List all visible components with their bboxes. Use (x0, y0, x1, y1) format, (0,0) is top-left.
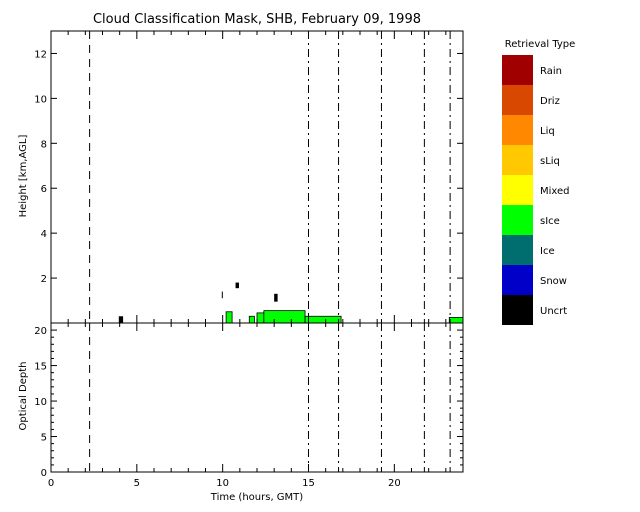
x-tick-label: 5 (134, 478, 140, 489)
legend-label-rain: Rain (540, 66, 562, 77)
legend-title: Retrieval Type (505, 39, 576, 50)
legend-label-liq: Liq (540, 126, 555, 137)
legend-label-snow: Snow (540, 276, 567, 287)
y-tick-label: 6 (41, 184, 47, 195)
y-axis-label-optical-depth: Optical Depth (18, 362, 29, 431)
chart-title: Cloud Classification Mask, SHB, February… (93, 12, 421, 27)
vertical-markers (89, 31, 451, 323)
optical-depth-panel: Optical Depth 0 5 10 15 20 0 5 10 15 20 Time (hou… (18, 322, 464, 503)
y-axis-ticks: 2 4 6 8 10 12 (34, 31, 463, 323)
x-tick-label: 15 (302, 478, 315, 489)
cloud-mask-panel: Height [km,AGL] 2 4 6 8 10 12 (18, 30, 464, 324)
legend-label-ice: Ice (540, 246, 555, 257)
legend-swatch-liq (502, 115, 533, 145)
legend: Retrieval Type Rain Driz Liq sLiq Mixed sIce I… (502, 39, 575, 325)
legend-label-sliq: sLiq (540, 156, 560, 167)
legend-swatch-sliq (502, 145, 533, 175)
cloud-region-sice (256, 312, 265, 324)
legend-swatch-sice (502, 205, 533, 235)
legend-swatch-driz (502, 85, 533, 115)
plot-frame-bottom (50, 322, 464, 473)
cloud-region-sice (263, 310, 306, 324)
cloud-region-sice (448, 316, 464, 324)
y-tick-label: 15 (34, 362, 47, 373)
axis-ticks-bottom: 0 5 10 15 20 0 5 10 15 20 (34, 323, 463, 489)
legend-label-mixed: Mixed (540, 186, 570, 197)
x-tick-label: 0 (48, 478, 54, 489)
y-tick-label: 10 (34, 94, 47, 105)
y-tick-label: 4 (41, 229, 47, 240)
plot-frame-top (50, 30, 464, 324)
cloud-region-uncrt (221, 291, 223, 299)
legend-swatch-ice (502, 235, 533, 265)
cloud-region-uncrt (118, 316, 124, 323)
cloud-region-sice (248, 315, 255, 324)
y-tick-label: 5 (41, 433, 47, 444)
legend-swatch-uncrt (502, 295, 533, 325)
x-tick-label: 20 (388, 478, 401, 489)
cloud-regions (118, 282, 464, 324)
cloud-region-uncrt (274, 293, 278, 302)
y-axis-label-height: Height [km,AGL] (18, 135, 29, 218)
vertical-markers-bottom (89, 323, 451, 472)
legend-swatch-mixed (502, 175, 533, 205)
legend-swatch-snow (502, 265, 533, 295)
y-tick-label: 2 (41, 274, 47, 285)
legend-label-sice: sIce (540, 216, 560, 227)
legend-swatch-rain (502, 55, 533, 85)
y-tick-label: 20 (34, 326, 47, 337)
cloud-region-sice (225, 311, 233, 324)
x-tick-label: 10 (216, 478, 229, 489)
y-tick-label: 10 (34, 397, 47, 408)
y-tick-label: 12 (34, 49, 47, 60)
y-tick-label: 8 (41, 139, 47, 150)
cloud-region-sice (304, 315, 342, 324)
x-axis-label: Time (hours, GMT) (210, 492, 304, 503)
cloud-region-uncrt (235, 282, 239, 289)
legend-label-driz: Driz (540, 96, 560, 107)
legend-label-uncrt: Uncrt (540, 306, 567, 317)
y-tick-label: 0 (41, 468, 47, 479)
